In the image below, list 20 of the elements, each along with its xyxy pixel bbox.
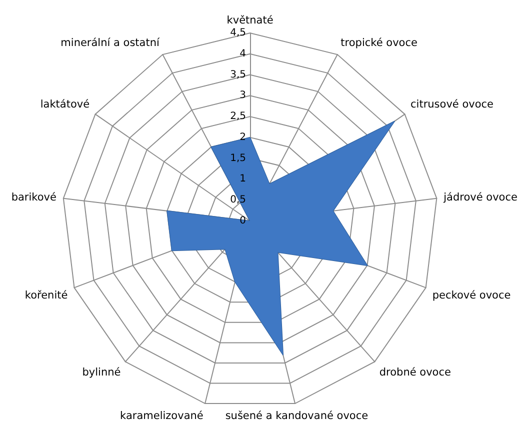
- y-tick-label: 3: [240, 90, 246, 102]
- spoke-label: jádrové ovoce: [442, 191, 518, 204]
- spoke-label: kořenité: [24, 290, 68, 302]
- spoke-label: minerální a ostatní: [60, 36, 160, 49]
- spoke-label: peckové ovoce: [432, 290, 511, 302]
- spoke-label: drobné ovoce: [379, 366, 451, 378]
- spoke-label: bylinné: [82, 366, 121, 378]
- spoke-label: citrusové ovoce: [410, 98, 494, 111]
- y-tick-label: 2,5: [230, 111, 246, 122]
- spoke-label: karamelizované: [120, 410, 204, 422]
- y-tick-label: 1,5: [230, 152, 246, 164]
- spoke-label: laktátové: [40, 98, 90, 111]
- y-tick-label: 4,5: [230, 28, 246, 38]
- y-tick-label: 1: [240, 174, 246, 185]
- y-tick-label: 4: [240, 48, 246, 60]
- y-tick-label: 3,5: [230, 69, 246, 80]
- spoke-label: tropické ovoce: [340, 36, 418, 49]
- spoke-label: barikové: [11, 191, 56, 204]
- spoke-label: květnaté: [226, 14, 274, 26]
- spoke-label: sušené a kandované ovoce: [225, 410, 368, 422]
